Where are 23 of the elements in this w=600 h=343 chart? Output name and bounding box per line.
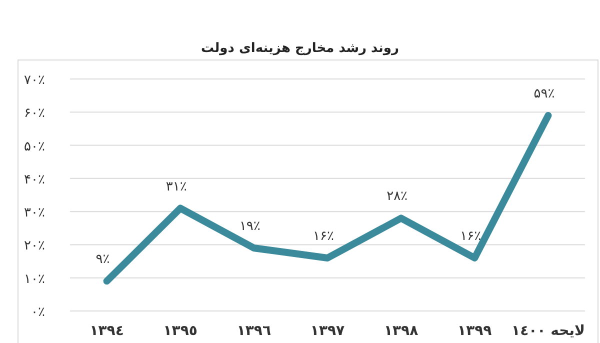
- y-tick-label: ۴۰٪: [24, 172, 46, 188]
- x-tick-label: ١٣٩٩: [458, 323, 492, 339]
- y-tick-label: ۲۰٪: [24, 238, 46, 254]
- y-tick-label: ۷۰٪: [24, 73, 46, 88]
- data-label: ۵۹٪: [534, 86, 555, 102]
- x-tick-label: ١٣٩٥: [163, 323, 198, 339]
- data-label: ۱۶٪: [460, 228, 482, 244]
- x-tick-label: ١٣٩٤: [90, 323, 124, 339]
- x-tick-label: لایحه ١٤٠٠: [512, 323, 585, 339]
- x-tick-label: ١٣٩٦: [236, 323, 272, 339]
- y-tick-label: ۶۰٪: [24, 106, 46, 122]
- data-label: ۹٪: [96, 252, 110, 268]
- x-tick-label: ١٣٩٨: [384, 323, 419, 339]
- data-label: ۲۸٪: [386, 189, 408, 204]
- x-tick-label: ١٣٩٧: [310, 323, 346, 339]
- y-tick-label: ۳۰٪: [24, 206, 46, 221]
- chart-title: روند رشد مخارج هزینه‌ای دولت: [201, 41, 399, 56]
- y-tick-label: ۵۰٪: [24, 139, 46, 154]
- data-label: ۱۶٪: [313, 228, 334, 244]
- data-label: ۳۱٪: [166, 179, 187, 194]
- y-tick-label: ۰٪: [31, 305, 46, 320]
- y-tick-label: ۱۰٪: [24, 272, 46, 287]
- data-label: ۱۹٪: [239, 219, 260, 234]
